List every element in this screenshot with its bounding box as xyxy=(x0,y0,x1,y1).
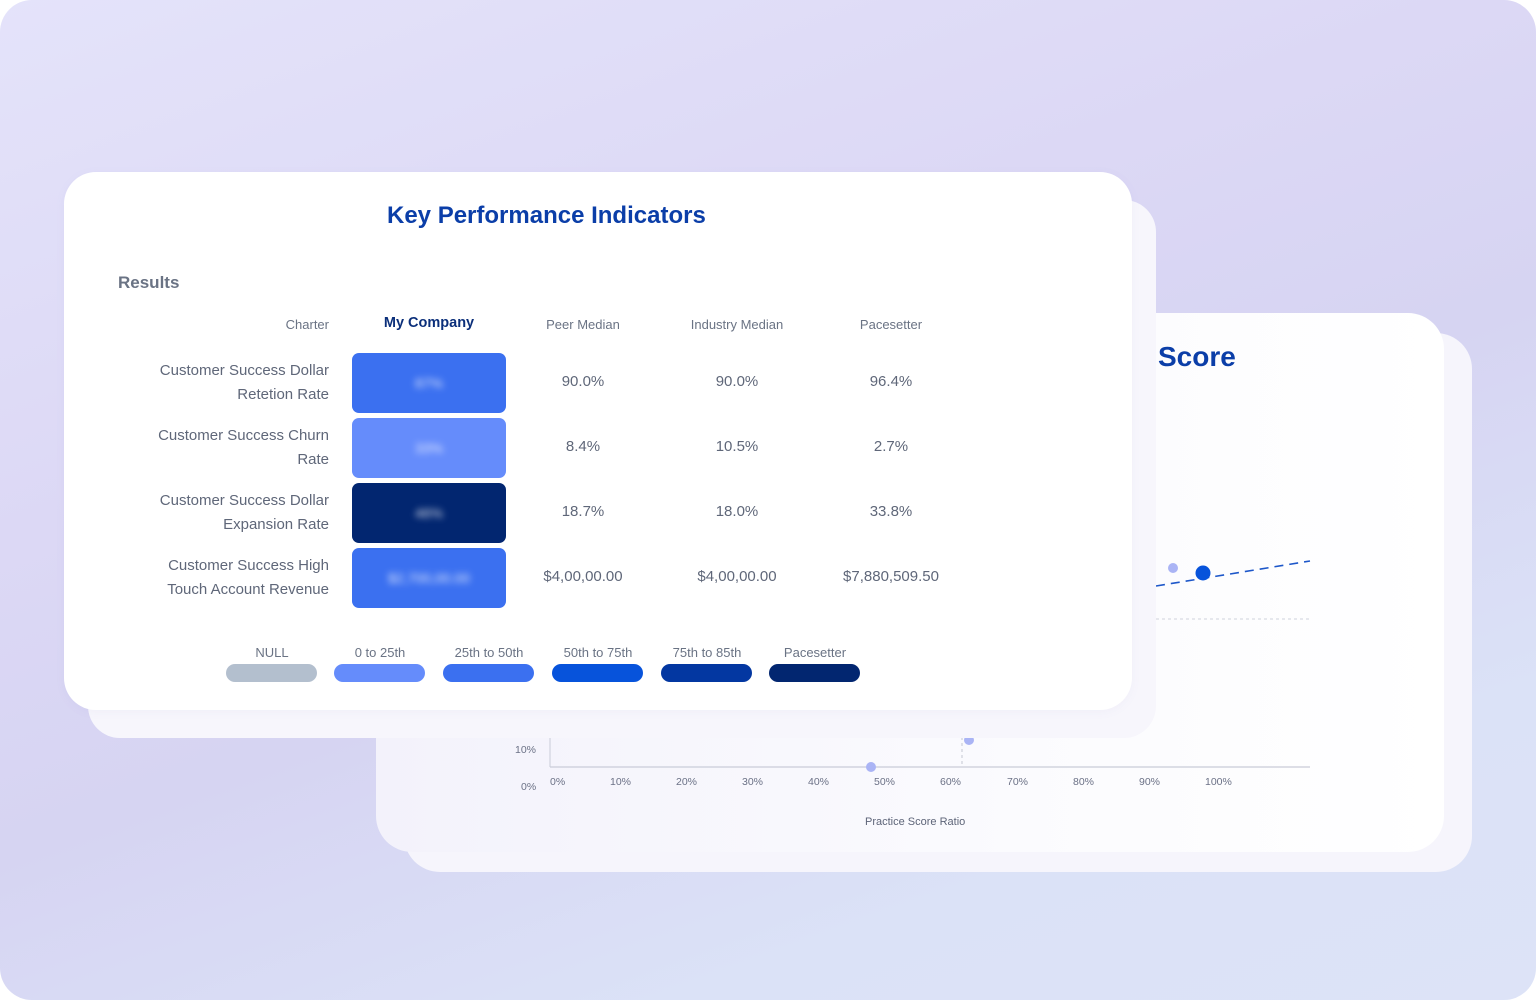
row-label: Customer Success High Touch Account Reven… xyxy=(167,557,329,598)
column-header-charter: Charter xyxy=(285,317,329,332)
my-company-value-cell[interactable]: 46% xyxy=(352,483,506,543)
column-header-industry-median: Industry Median xyxy=(690,317,784,332)
kpi-title: Key Performance Indicators xyxy=(387,202,706,229)
row-label: Customer Success Dollar Retetion Rate xyxy=(159,362,329,403)
legend-item-pacesetter: Pacesetter xyxy=(769,645,861,682)
industry-median-value: 10.5% xyxy=(715,438,759,455)
x-tick: 50% xyxy=(874,776,896,788)
y-tick: 10% xyxy=(515,744,537,756)
pacesetter-value: 96.4% xyxy=(869,373,913,390)
pacesetter-value: 2.7% xyxy=(873,438,909,455)
legend-swatch xyxy=(552,664,643,682)
column-header-my-company: My Company xyxy=(383,315,475,331)
industry-median-value: 90.0% xyxy=(715,373,759,390)
legend-swatch xyxy=(661,664,752,682)
industry-median-value: 18.0% xyxy=(715,503,759,520)
peer-median-value: 18.7% xyxy=(561,503,605,520)
score-chart-title: Score xyxy=(1158,341,1236,372)
kpi-card: Key Performance Indicators Results Chart… xyxy=(64,172,1132,710)
legend-swatch xyxy=(443,664,534,682)
my-company-value-cell[interactable]: $2,700,00.00 xyxy=(352,548,506,608)
legend-item-25-50: 25th to 50th xyxy=(443,645,535,682)
column-header-pacesetter: Pacesetter xyxy=(859,317,923,332)
my-company-value-cell[interactable]: 33% xyxy=(352,418,506,478)
x-tick: 40% xyxy=(808,776,830,788)
x-tick: 10% xyxy=(610,776,632,788)
legend-item-75-85: 75th to 85th xyxy=(661,645,753,682)
x-tick: 100% xyxy=(1205,776,1232,788)
peer-median-value: 90.0% xyxy=(561,373,605,390)
chart-point[interactable] xyxy=(866,762,876,772)
pacesetter-value: 33.8% xyxy=(869,503,913,520)
x-tick: 20% xyxy=(676,776,698,788)
score-scatter-chart xyxy=(549,560,1311,772)
legend-item-null: NULL xyxy=(226,645,318,682)
legend-item-0-25: 0 to 25th xyxy=(334,645,426,682)
x-tick: 0% xyxy=(550,776,566,788)
results-heading: Results xyxy=(118,273,180,292)
peer-median-value: 8.4% xyxy=(565,438,601,455)
legend-swatch xyxy=(334,664,425,682)
x-tick: 70% xyxy=(1007,776,1029,788)
column-header-peer-median: Peer Median xyxy=(546,317,620,332)
industry-median-value: $4,00,00.00 xyxy=(697,568,777,585)
x-axis-label: Practice Score Ratio xyxy=(865,816,966,828)
pacesetter-value: $7,880,509.50 xyxy=(843,568,939,585)
row-label: Customer Success Churn Rate xyxy=(158,427,329,468)
peer-median-value: $4,00,00.00 xyxy=(543,568,623,585)
legend-item-50-75: 50th to 75th xyxy=(552,645,644,682)
x-tick: 30% xyxy=(742,776,764,788)
my-company-value-cell[interactable]: 87% xyxy=(352,353,506,413)
row-label: Customer Success Dollar Expansion Rate xyxy=(159,492,329,533)
x-tick: 80% xyxy=(1073,776,1095,788)
chart-point[interactable] xyxy=(1168,563,1178,573)
my-company-point[interactable] xyxy=(1195,565,1211,581)
x-tick: 60% xyxy=(940,776,962,788)
legend-swatch xyxy=(769,664,860,682)
y-tick: 0% xyxy=(521,781,537,793)
legend-swatch xyxy=(226,664,317,682)
x-tick: 90% xyxy=(1139,776,1161,788)
